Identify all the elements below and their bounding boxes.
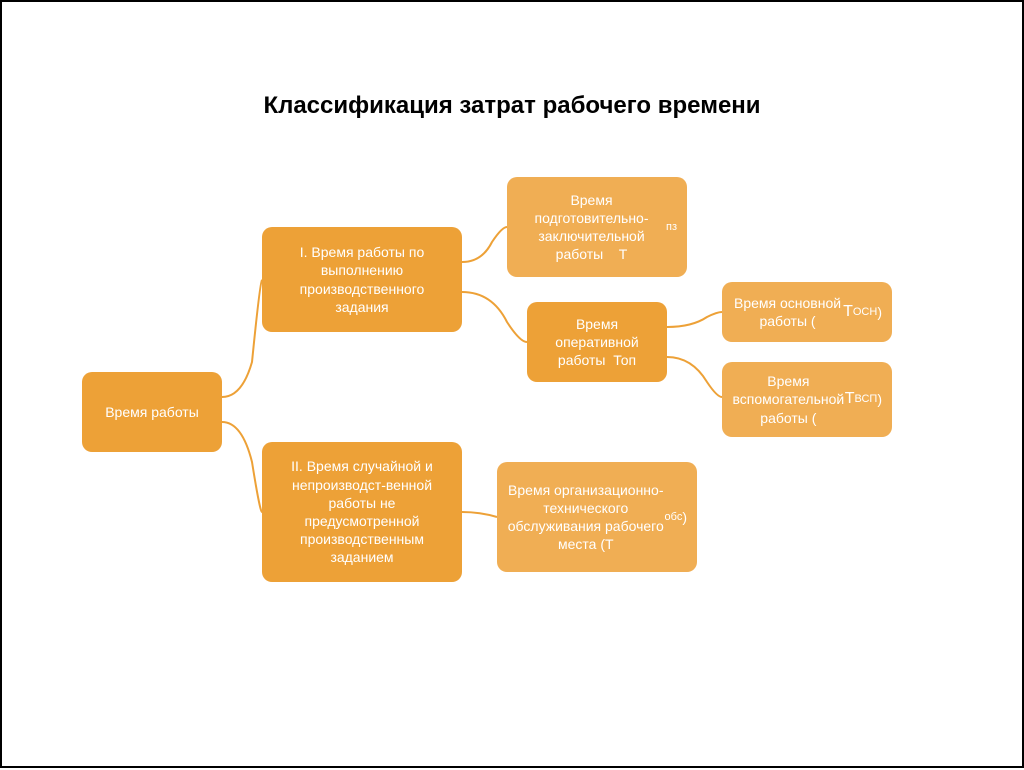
edge-n4-n7: [667, 357, 722, 397]
edge-n2-n5: [462, 512, 497, 517]
node-n5: Время организационно-технического обслуж…: [497, 462, 697, 572]
node-n3: Время подготовительно-заключительной раб…: [507, 177, 687, 277]
node-n1: I. Время работы по выполнению производст…: [262, 227, 462, 332]
node-n6: Время основной работы ( ТОСН ): [722, 282, 892, 342]
edge-n4-n6: [667, 312, 722, 327]
edge-root-n2: [222, 422, 262, 512]
edge-n1-n4: [462, 292, 527, 342]
edge-n1-n3: [462, 227, 507, 262]
node-n4: Время оперативной работы Топ: [527, 302, 667, 382]
edge-root-n1: [222, 280, 262, 397]
node-root: Время работы: [82, 372, 222, 452]
node-n7: Время вспомогательной работы (ТВСП): [722, 362, 892, 437]
node-n2: II. Время случайной и непроизводст-венно…: [262, 442, 462, 582]
